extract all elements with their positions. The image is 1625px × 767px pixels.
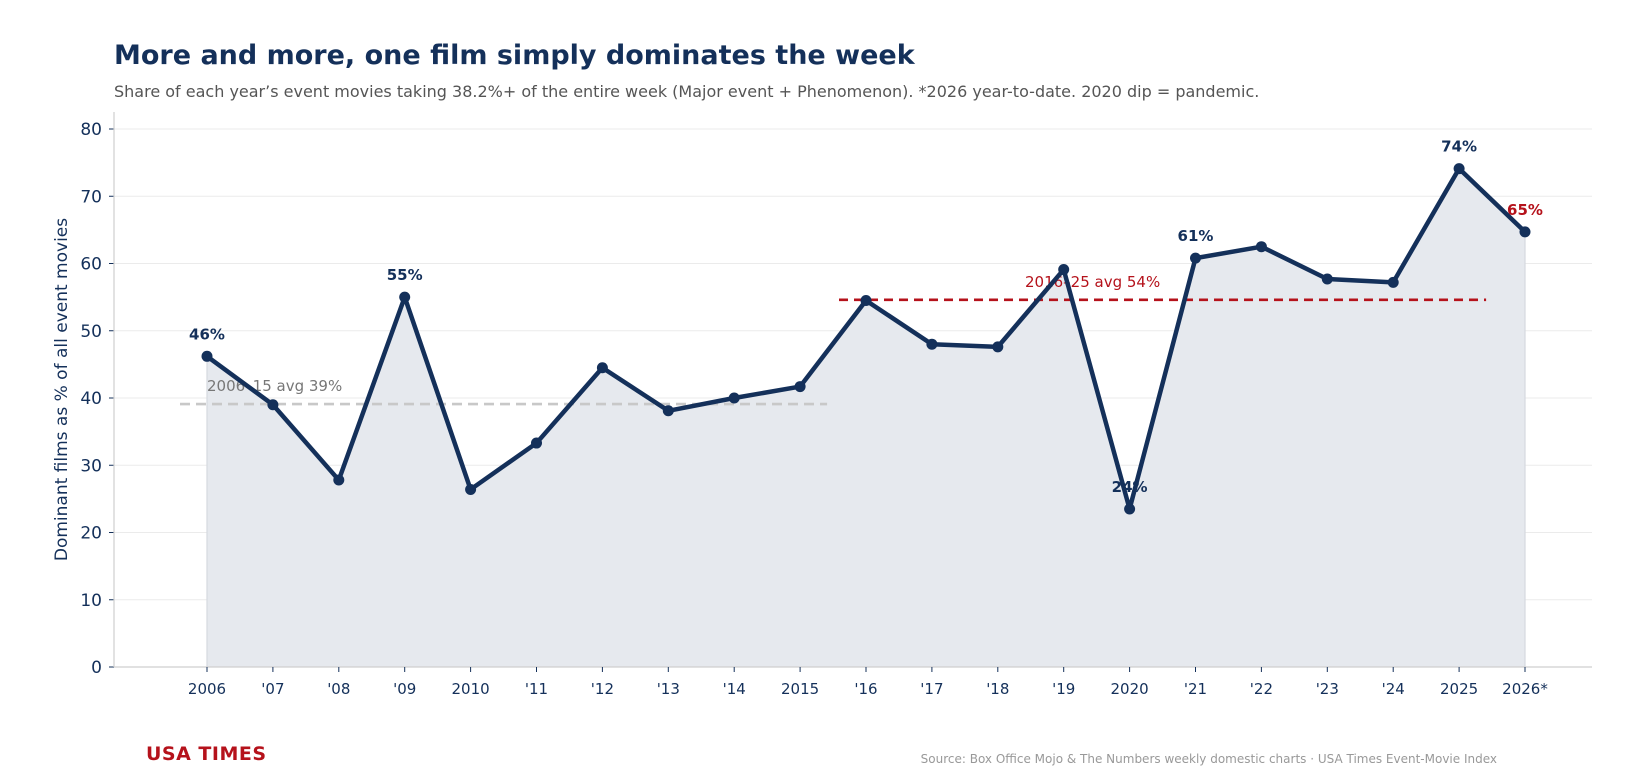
data-point — [860, 294, 872, 306]
data-point — [1321, 273, 1333, 285]
source-note: Source: Box Office Mojo & The Numbers we… — [920, 752, 1497, 766]
x-tick-label: '12 — [591, 680, 614, 698]
y-tick-label: 40 — [80, 389, 102, 409]
data-point — [333, 474, 345, 486]
y-tick-label: 0 — [91, 658, 102, 678]
y-tick-label: 20 — [80, 524, 102, 544]
y-tick-label: 60 — [80, 255, 102, 275]
x-tick-label: 2006 — [188, 680, 226, 698]
data-label: 24% — [1112, 478, 1148, 496]
x-tick-label: 2010 — [452, 680, 490, 698]
x-tick-label: '11 — [525, 680, 548, 698]
x-tick-label: '07 — [261, 680, 284, 698]
data-label: 74% — [1441, 138, 1477, 156]
data-point — [1058, 264, 1070, 276]
y-tick-label: 10 — [80, 591, 102, 611]
x-tick-label: '14 — [723, 680, 746, 698]
data-labels: 46% 55% 24% 61% 74% 65% — [189, 138, 1543, 496]
data-point — [399, 291, 411, 303]
x-tick-label: '23 — [1316, 680, 1339, 698]
data-point — [728, 392, 740, 404]
y-tick-label: 30 — [80, 456, 102, 476]
x-tick-label: '13 — [657, 680, 680, 698]
x-tick-label: '17 — [920, 680, 943, 698]
data-point — [926, 338, 938, 350]
x-tick-label: '19 — [1052, 680, 1075, 698]
data-points — [201, 163, 1531, 515]
x-tick-label: '09 — [393, 680, 416, 698]
x-tick-label: '24 — [1382, 680, 1405, 698]
y-tick-label: 80 — [80, 120, 102, 140]
y-tick-label: 50 — [80, 322, 102, 342]
series-area — [207, 168, 1525, 668]
y-tick-label: 70 — [80, 187, 102, 207]
chart-subtitle: Share of each year’s event movies taking… — [114, 82, 1260, 101]
x-tick-label: 2025 — [1440, 680, 1478, 698]
data-point — [267, 399, 279, 411]
average-label: 2006–15 avg 39% — [207, 377, 342, 395]
data-point — [1124, 503, 1136, 515]
data-point — [794, 381, 806, 393]
data-point — [1453, 163, 1465, 175]
data-label: 61% — [1178, 227, 1214, 245]
data-point — [1519, 226, 1531, 238]
x-tick-label: 2026* — [1502, 680, 1548, 698]
x-tick-label: '08 — [327, 680, 350, 698]
data-point — [1387, 276, 1399, 288]
x-tick-label: '18 — [986, 680, 1009, 698]
data-label: 55% — [387, 266, 423, 284]
chart-title: More and more, one film simply dominates… — [114, 40, 915, 71]
x-tick-label: 2015 — [781, 680, 819, 698]
data-point — [201, 350, 213, 362]
data-point — [465, 483, 477, 495]
x-tick-label: '21 — [1184, 680, 1207, 698]
data-point — [992, 341, 1004, 353]
area-layer — [206, 168, 1526, 668]
x-tick-label: 2020 — [1111, 680, 1149, 698]
data-point — [531, 437, 542, 449]
data-point — [1255, 241, 1267, 253]
x-tick-label: '22 — [1250, 680, 1273, 698]
brand-logo: USA TIMES — [146, 743, 267, 765]
data-label: 46% — [189, 325, 225, 343]
data-point — [662, 405, 674, 417]
x-tick-label: '16 — [854, 680, 877, 698]
data-point — [596, 362, 608, 374]
axes: 0 10 20 30 40 50 60 70 80 Dominant films as % of … — [52, 112, 1592, 698]
y-axis-label: Dominant films as % of all event movies — [52, 218, 72, 561]
data-point — [1190, 252, 1201, 264]
data-label: 65% — [1507, 201, 1543, 219]
